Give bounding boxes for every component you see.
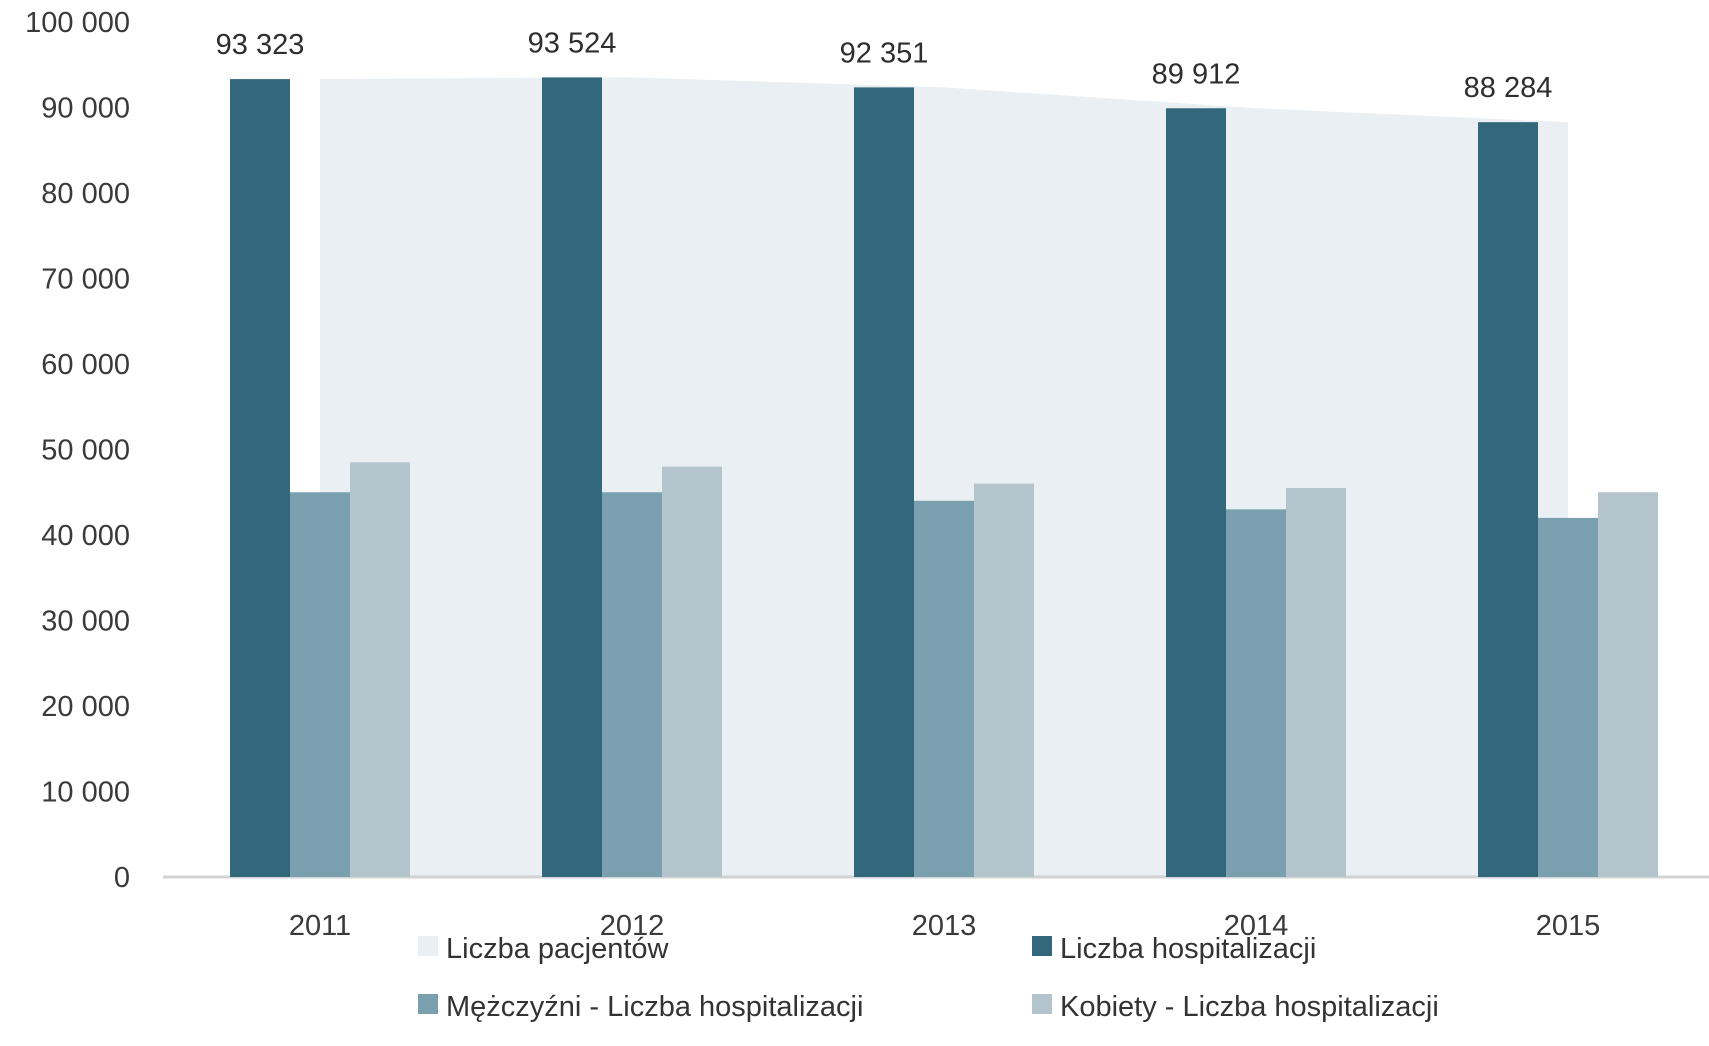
bar-mezczyzni-liczba-hospitalizacji	[602, 492, 662, 877]
data-label: 89 912	[1152, 58, 1241, 90]
y-tick-label: 100 000	[25, 7, 130, 39]
x-tick-label: 2011	[289, 910, 351, 942]
legend-swatch	[418, 994, 438, 1014]
x-tick-label: 2012	[600, 910, 665, 942]
y-tick-label: 70 000	[41, 264, 130, 296]
legend-label: Liczba pacjentów	[446, 933, 670, 965]
bar-kobiety-liczba-hospitalizacji	[974, 483, 1034, 877]
bar-liczba-hospitalizacji	[230, 79, 290, 877]
x-tick-label: 2014	[1224, 910, 1289, 942]
bar-liczba-hospitalizacji	[1166, 108, 1226, 878]
y-tick-label: 40 000	[41, 520, 130, 552]
legend-item: Liczba pacjentów	[418, 933, 670, 965]
bar-liczba-hospitalizacji	[854, 87, 914, 878]
y-tick-label: 30 000	[41, 606, 130, 638]
legend-item: Mężczyźni - Liczba hospitalizacji	[418, 991, 863, 1023]
legend-item: Liczba hospitalizacji	[1032, 933, 1316, 965]
legend-label: Mężczyźni - Liczba hospitalizacji	[446, 991, 863, 1023]
bar-mezczyzni-liczba-hospitalizacji	[914, 500, 974, 877]
bar-kobiety-liczba-hospitalizacji	[1598, 492, 1658, 877]
y-tick-label: 80 000	[41, 178, 130, 210]
y-tick-label: 20 000	[41, 691, 130, 723]
bar-mezczyzni-liczba-hospitalizacji	[1538, 517, 1598, 877]
y-tick-label: 60 000	[41, 349, 130, 381]
data-label: 93 524	[528, 27, 617, 59]
legend-label: Liczba hospitalizacji	[1060, 933, 1316, 965]
x-tick-label: 2013	[912, 910, 977, 942]
legend-item: Kobiety - Liczba hospitalizacji	[1032, 991, 1439, 1023]
data-label: 88 284	[1464, 72, 1553, 104]
y-tick-label: 10 000	[41, 777, 130, 809]
axis-layer: 0 10 000 20 000 30 000 40 000 50 000 60 000 70 …	[25, 7, 1709, 942]
y-tick-label: 0	[114, 862, 130, 894]
legend-swatch	[418, 936, 438, 956]
bar-mezczyzni-liczba-hospitalizacji	[290, 492, 350, 877]
bars-layer	[230, 77, 1658, 878]
data-label: 92 351	[840, 37, 929, 69]
y-tick-label: 50 000	[41, 435, 130, 467]
bar-kobiety-liczba-hospitalizacji	[662, 466, 722, 877]
legend-swatch	[1032, 994, 1052, 1014]
labels-layer: 93 323 93 524 92 351 89 912 88 284	[216, 27, 1553, 104]
x-tick-label: 2015	[1536, 910, 1601, 942]
bar-liczba-hospitalizacji	[1478, 122, 1538, 877]
legend-label: Kobiety - Liczba hospitalizacji	[1060, 991, 1439, 1023]
legend: Liczba pacjentów Liczba hospitalizacji Męż…	[418, 933, 1439, 1023]
bar-mezczyzni-liczba-hospitalizacji	[1226, 509, 1286, 877]
data-label: 93 323	[216, 29, 305, 61]
bar-kobiety-liczba-hospitalizacji	[1286, 487, 1346, 877]
bar-liczba-hospitalizacji	[542, 77, 602, 877]
y-tick-label: 90 000	[41, 93, 130, 125]
legend-swatch	[1032, 936, 1052, 956]
bar-kobiety-liczba-hospitalizacji	[350, 462, 410, 877]
